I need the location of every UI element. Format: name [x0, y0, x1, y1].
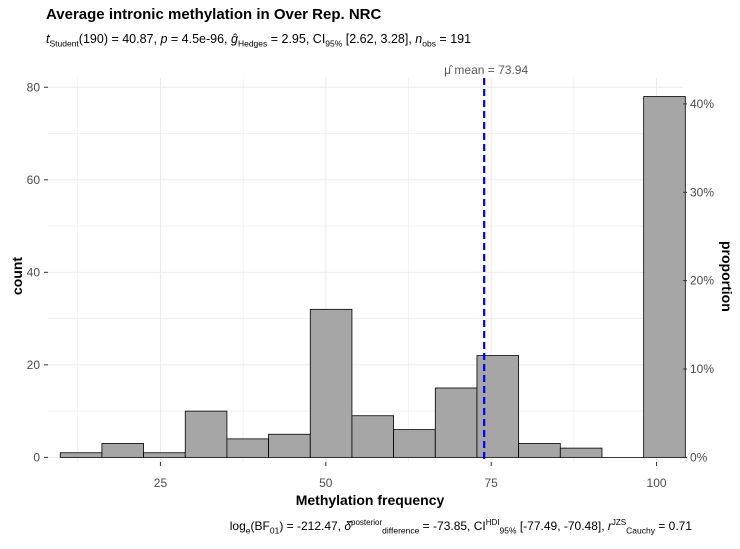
x-tick-label: 75: [484, 476, 498, 490]
y2-tick-label: 30%: [690, 185, 714, 199]
grid-lines: [48, 78, 683, 462]
y-axis-ticks: 0 20 40 60 80: [27, 80, 48, 464]
y2-tick-label: 10%: [690, 362, 714, 376]
y-tick-label: 60: [27, 173, 41, 187]
y-axis-title: count: [9, 256, 25, 296]
histogram-bar: [351, 415, 395, 458]
x-axis-ticks: 25 50 75 100: [154, 462, 667, 490]
x-tick-label: 100: [647, 476, 667, 490]
y-tick-label: 80: [27, 80, 41, 94]
histogram-bar: [476, 355, 520, 458]
mean-label: μ̂ mean = 73.94: [444, 63, 528, 77]
y2-tick-label: 0%: [690, 450, 708, 464]
y-tick-label: 0: [33, 450, 40, 464]
y-tick-label: 20: [27, 358, 41, 372]
x-tick-label: 25: [154, 476, 168, 490]
chart-subtitle: tStudent(190) = 40.87, p = 4.5e-96, ĝHed…: [46, 32, 472, 49]
histogram-bar: [309, 308, 353, 458]
y2-tick-label: 40%: [690, 97, 714, 111]
histogram-bar: [59, 452, 103, 458]
histogram-bar: [184, 410, 228, 458]
histogram-bar: [559, 447, 603, 458]
y2-axis-title: proportion: [719, 241, 735, 312]
histogram-bar: [518, 443, 561, 458]
histogram-bar: [434, 387, 478, 458]
histogram-bar: [101, 443, 144, 458]
histogram-bar: [226, 438, 269, 458]
histogram-bars: [59, 96, 686, 458]
y2-axis-ticks: 0% 10% 20% 30% 40%: [683, 97, 714, 464]
histogram-bar: [268, 433, 311, 458]
x-axis-title: Methylation frequency: [295, 492, 445, 508]
histogram-bar: [143, 452, 186, 458]
chart-title: Average intronic methylation in Over Rep…: [46, 6, 382, 23]
y2-tick-label: 20%: [690, 274, 714, 288]
mean-line-group: μ̂ mean = 73.94: [444, 63, 528, 462]
y-tick-label: 40: [27, 265, 41, 279]
histogram-bar: [643, 96, 686, 458]
chart-caption: loge(BF01) = -212.47, δ̂posteriordiffere…: [229, 518, 692, 536]
x-tick-label: 50: [319, 476, 333, 490]
histogram-bar: [393, 429, 436, 458]
